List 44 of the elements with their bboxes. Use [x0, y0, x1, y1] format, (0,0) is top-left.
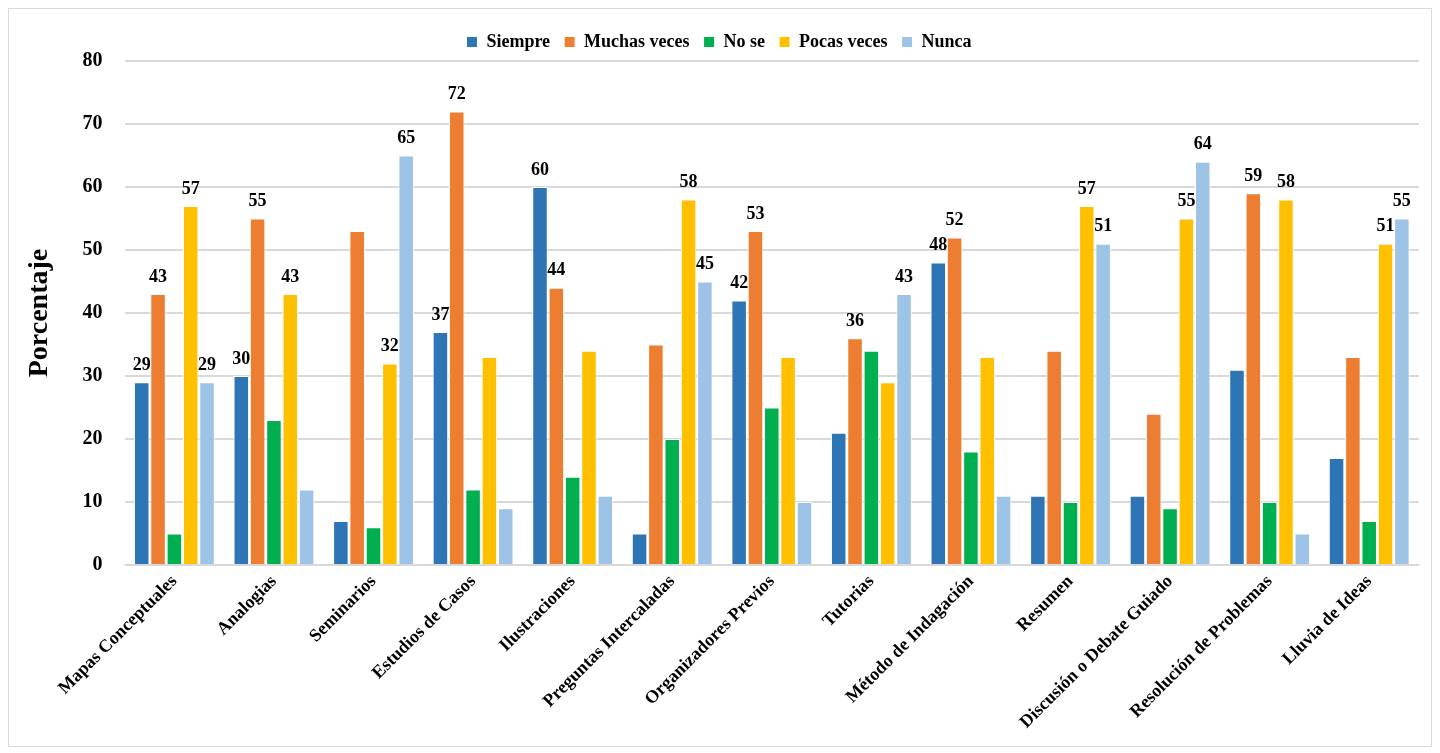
data-label: 65 — [397, 127, 416, 148]
legend-label: Pocas veces — [799, 30, 888, 51]
data-label: 53 — [746, 202, 765, 223]
y-tick-label: 20 — [82, 426, 103, 449]
data-label: 29 — [198, 353, 217, 374]
data-label: 30 — [232, 347, 251, 368]
y-axis-title: Porcentaje — [22, 248, 54, 378]
data-label: 43 — [149, 265, 168, 286]
data-label: 59 — [1244, 164, 1263, 185]
data-label: 60 — [531, 158, 549, 179]
data-label: 48 — [929, 234, 948, 255]
data-label: 36 — [846, 309, 865, 330]
y-tick-label: 50 — [82, 237, 103, 260]
data-label: 45 — [695, 253, 714, 274]
data-label: 42 — [730, 272, 749, 293]
y-tick-label: 30 — [82, 363, 103, 386]
data-label: 44 — [547, 259, 566, 280]
legend-label: No se — [723, 30, 766, 51]
data-label: 57 — [181, 177, 200, 198]
y-tick-label: 60 — [82, 174, 103, 197]
data-label: 29 — [132, 353, 151, 374]
y-tick-label: 80 — [82, 48, 103, 71]
y-tick-label: 70 — [82, 111, 103, 134]
data-label: 64 — [1193, 133, 1212, 154]
data-label: 55 — [1177, 190, 1196, 211]
data-label: 72 — [447, 83, 466, 104]
data-label: 52 — [945, 209, 964, 230]
data-label: 32 — [380, 335, 399, 356]
data-label: 43 — [895, 265, 914, 286]
data-label: 51 — [1376, 215, 1395, 236]
data-label: 57 — [1077, 177, 1096, 198]
data-label: 55 — [1392, 190, 1411, 211]
data-label: 51 — [1094, 215, 1113, 236]
legend-label: Siempre — [486, 30, 551, 51]
data-label: 58 — [679, 171, 698, 192]
data-label: 55 — [248, 190, 267, 211]
legend-label: Nunca — [921, 30, 972, 51]
data-label: 58 — [1276, 171, 1295, 192]
data-label: 43 — [281, 265, 300, 286]
y-tick-label: 10 — [82, 489, 103, 512]
y-tick-label: 40 — [82, 300, 103, 323]
y-tick-label: 0 — [92, 552, 103, 575]
legend-label: Muchas veces — [584, 30, 690, 51]
data-label: 37 — [431, 303, 450, 324]
